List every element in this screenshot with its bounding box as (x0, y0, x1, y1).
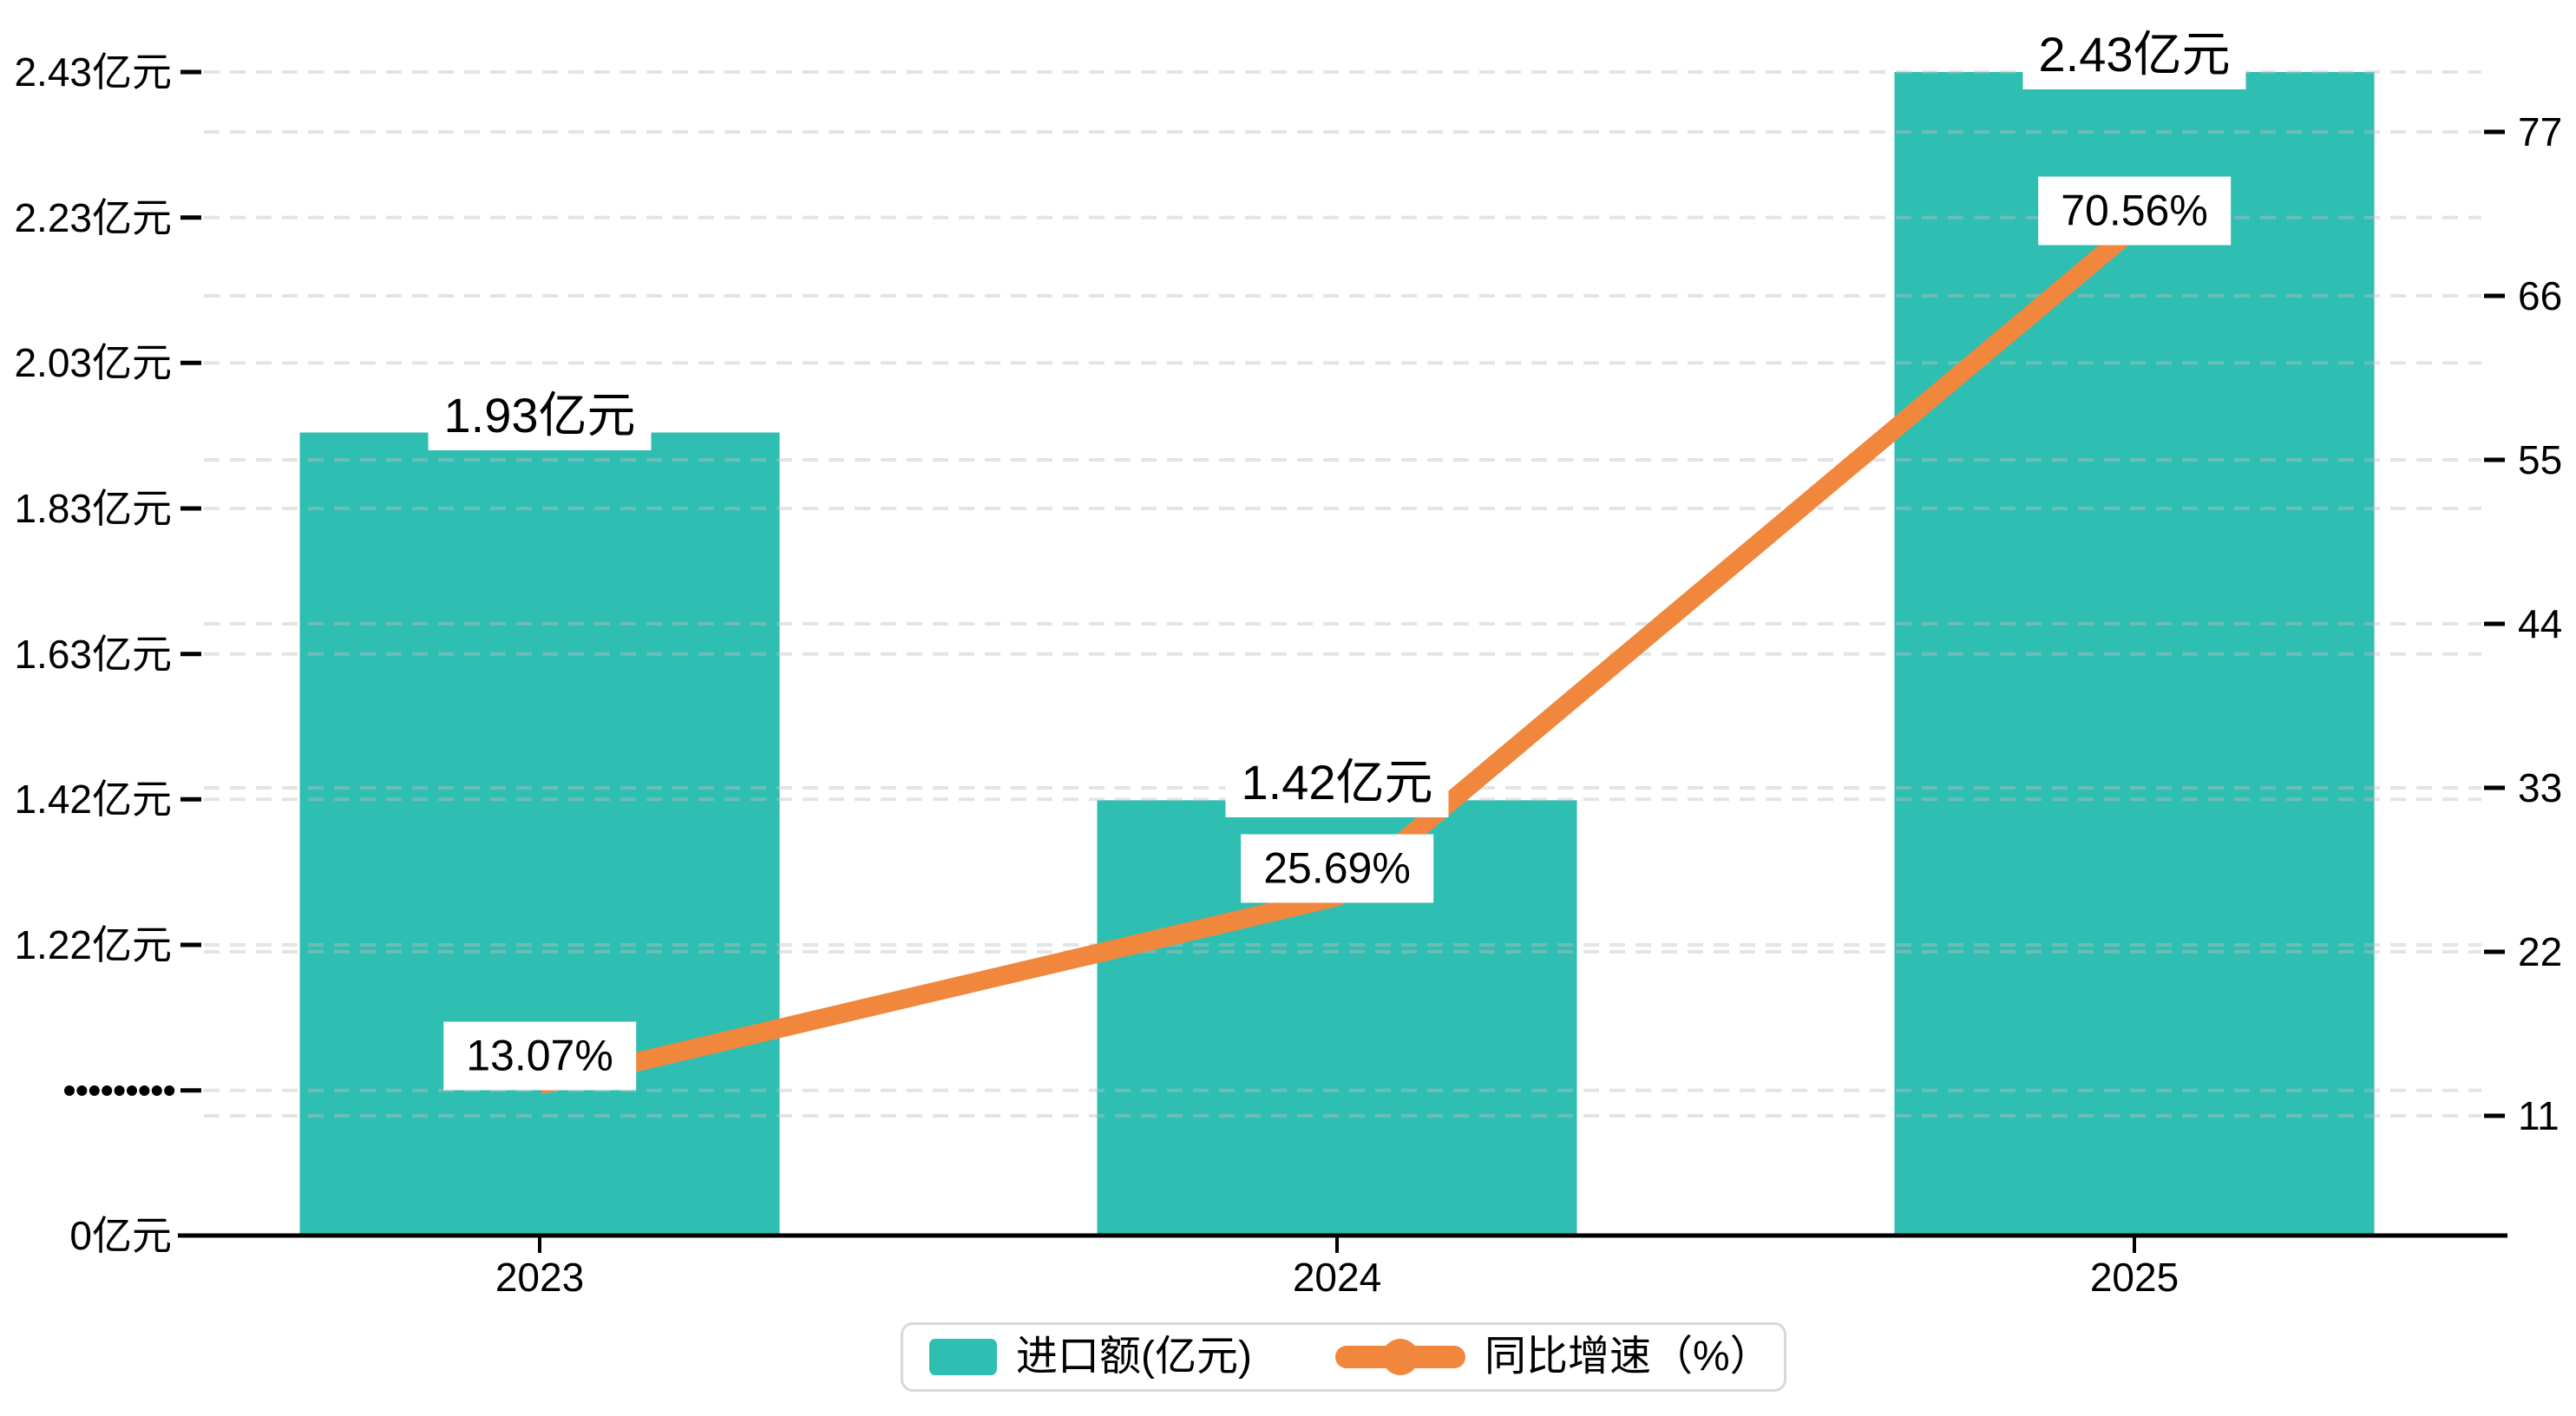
legend-item-growth[interactable]: 同比增速（%） (1252, 1333, 1772, 1381)
axis-break-dots-icon (76, 1085, 88, 1096)
axis-break-dots-icon (64, 1085, 75, 1096)
y-axis-left-label: 2.43亿元 (14, 49, 172, 95)
bar-2023 (299, 432, 780, 1236)
y-axis-right-label: 33 (2518, 765, 2563, 810)
legend-bar-swatch (929, 1339, 997, 1375)
y-axis-right-label: 77 (2518, 109, 2563, 154)
legend-label-imports: 进口额(亿元) (1016, 1334, 1252, 1380)
axis-break-dots-icon (102, 1085, 113, 1096)
legend-line-dot-icon (1381, 1339, 1419, 1375)
axis-break-dots-icon (127, 1085, 137, 1096)
growth-value-label: 25.69% (1241, 834, 1433, 903)
y-axis-left-label: 1.83亿元 (14, 486, 172, 531)
y-axis-left-label: 2.03亿元 (14, 340, 172, 386)
x-axis-label-2025: 2025 (2089, 1255, 2179, 1300)
growth-value-label: 70.56% (2038, 176, 2231, 246)
x-axis-label-2024: 2024 (1292, 1255, 1382, 1300)
y-axis-right-label: 66 (2518, 273, 2563, 318)
y-axis-right-label: 11 (2518, 1093, 2560, 1138)
bar-2025 (1894, 72, 2375, 1236)
y-axis-right-label: 44 (2518, 601, 2563, 646)
y-axis-left-label: 2.23亿元 (14, 194, 172, 240)
bar-value-label: 1.93亿元 (428, 380, 652, 450)
growth-value-label: 13.07% (443, 1021, 636, 1091)
legend-line-marker-icon (1334, 1339, 1465, 1375)
y-axis-left-label: 1.42亿元 (14, 777, 172, 823)
y-axis-left-zero-label: 0亿元 (69, 1213, 172, 1258)
y-axis-right-label: 55 (2518, 437, 2563, 482)
bar-value-label: 1.42亿元 (1225, 748, 1449, 818)
legend-item-imports[interactable]: 进口额(亿元) (903, 1333, 1252, 1381)
legend: 进口额(亿元) 同比增速（%） (901, 1322, 1786, 1392)
legend-label-growth: 同比增速（%） (1484, 1334, 1772, 1380)
y-axis-left-label: 1.63亿元 (14, 631, 172, 677)
bar-value-label: 2.43亿元 (2022, 20, 2246, 89)
axis-break-dots-icon (151, 1085, 162, 1096)
y-axis-left-label: 1.22亿元 (14, 922, 172, 968)
axis-break-dots-icon (114, 1085, 125, 1096)
y-axis-right-label: 22 (2518, 929, 2563, 974)
x-axis-label-2023: 2023 (495, 1255, 585, 1300)
axis-break-dots-icon (139, 1085, 150, 1096)
axis-break-dots-icon (88, 1085, 100, 1096)
axis-break-dots-icon (164, 1085, 175, 1096)
